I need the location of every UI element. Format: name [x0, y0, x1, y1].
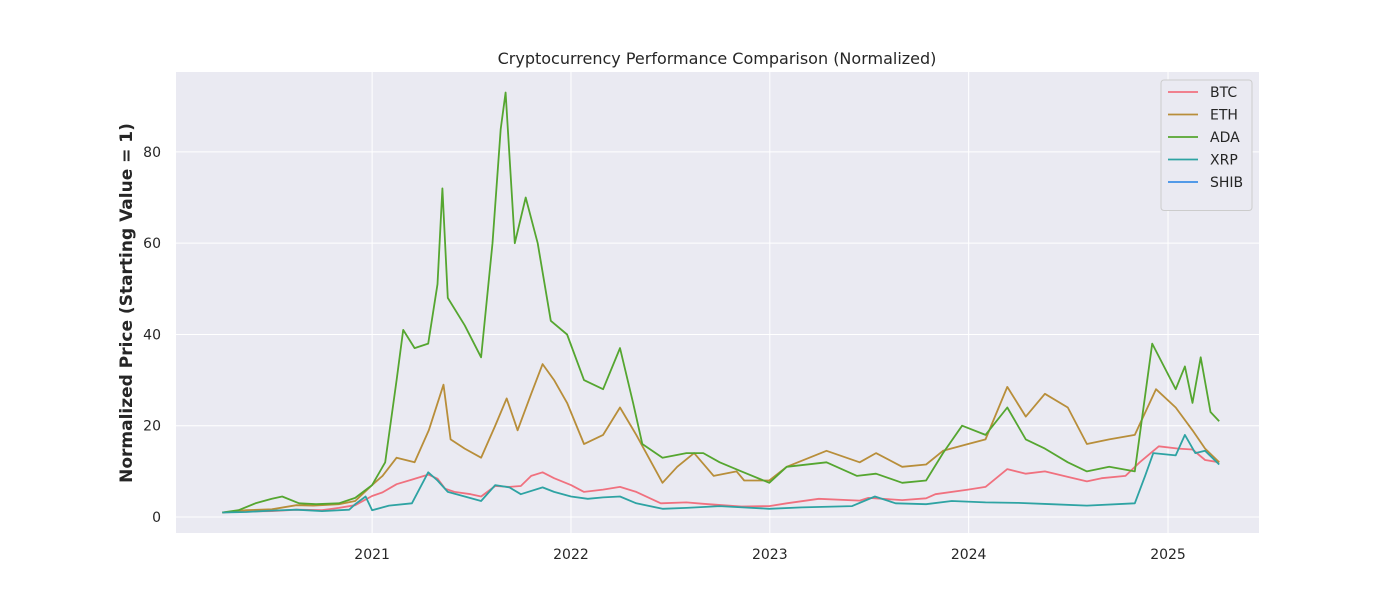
legend-label-eth: ETH [1210, 108, 1238, 124]
grid [176, 72, 1259, 533]
legend-label-ada: ADA [1210, 130, 1240, 146]
series-line-eth [222, 363, 1220, 514]
x-tick-label: 2024 [951, 547, 987, 563]
x-axis: 2021 2022 2023 2024 2025 [354, 547, 1186, 563]
legend-label-btc: BTC [1210, 85, 1237, 101]
series-layer [222, 91, 1220, 514]
series-line-xrp [222, 434, 1220, 514]
x-tick-label: 2025 [1150, 547, 1186, 563]
y-tick-label: 40 [143, 327, 161, 343]
y-tick-label: 60 [143, 236, 161, 252]
legend-label-xrp: XRP [1210, 153, 1238, 169]
y-tick-label: 80 [143, 145, 161, 161]
x-tick-label: 2022 [553, 547, 589, 563]
series-line-ada [222, 91, 1220, 514]
chart-title: Cryptocurrency Performance Comparison (N… [498, 49, 937, 68]
y-axis-label: Normalized Price (Starting Value = 1) [117, 123, 137, 483]
y-axis: 0 20 40 60 80 [143, 145, 161, 526]
legend-box [1160, 79, 1253, 211]
plot-area [176, 72, 1259, 533]
x-tick-label: 2021 [354, 547, 390, 563]
legend-label-shib: SHIB [1210, 175, 1243, 191]
x-tick-label: 2023 [752, 547, 788, 563]
y-tick-label: 20 [143, 419, 161, 435]
legend: BTC ETH ADA XRP SHIB [1160, 79, 1253, 211]
y-tick-label: 0 [152, 510, 161, 526]
series-line-btc [222, 445, 1220, 514]
